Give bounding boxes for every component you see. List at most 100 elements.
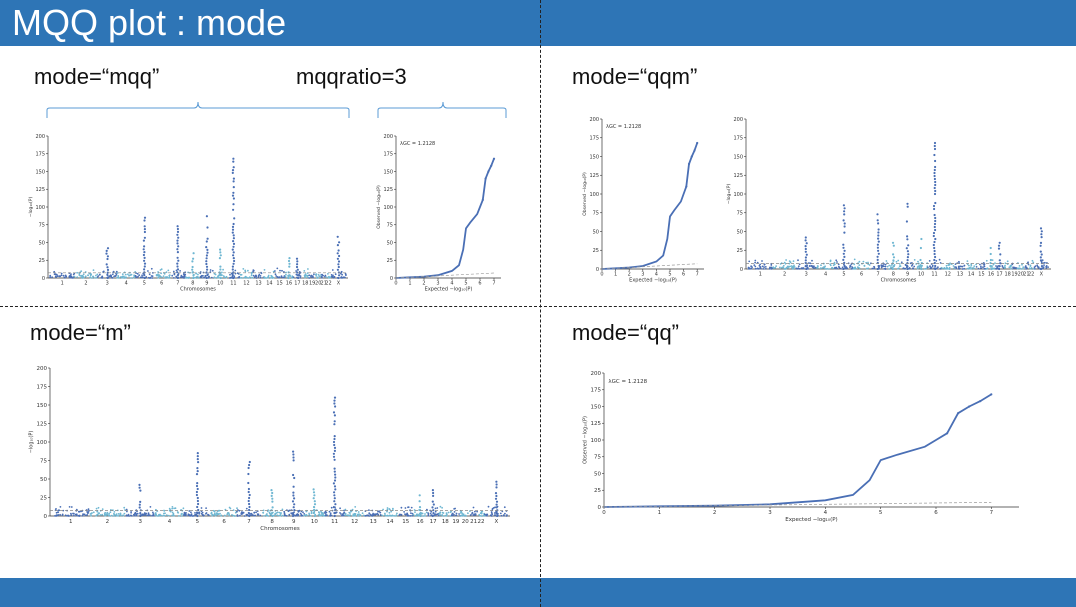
snp-point	[321, 273, 323, 276]
snp-point	[268, 511, 271, 514]
snp-point	[109, 511, 112, 514]
snp-point	[252, 274, 255, 277]
peak-point	[206, 274, 209, 277]
snp-point	[84, 271, 87, 273]
peak-point	[892, 253, 895, 256]
snp-point	[958, 260, 960, 263]
peak-point	[877, 228, 880, 231]
snp-point	[136, 512, 139, 515]
snp-point	[255, 274, 257, 277]
snp-point	[130, 514, 132, 517]
snp-point	[171, 507, 174, 510]
snp-point	[87, 508, 90, 511]
snp-point	[966, 260, 969, 262]
snp-point	[96, 273, 99, 276]
chromosome-label: 21	[1023, 272, 1029, 278]
x-tick-label: 3	[641, 272, 644, 278]
chromosome-label: 11	[331, 519, 338, 525]
peak-point	[933, 222, 937, 226]
snp-point	[211, 269, 214, 272]
snp-point	[913, 259, 916, 261]
snp-point	[180, 276, 182, 278]
snp-point	[82, 513, 84, 516]
y-tick-label: 25	[737, 248, 743, 254]
peak-point	[432, 512, 435, 515]
snp-point	[276, 267, 279, 270]
snp-point	[489, 514, 492, 517]
snp-point	[173, 272, 176, 275]
y-tick-label: 200	[37, 366, 48, 372]
snp-point	[928, 260, 931, 262]
snp-point	[392, 507, 394, 510]
chromosome-label: 16	[988, 272, 994, 278]
snp-point	[285, 515, 288, 517]
peak-point	[334, 488, 337, 491]
y-tick-label: 50	[39, 240, 45, 246]
snp-point	[330, 275, 333, 278]
peak-point	[271, 500, 274, 503]
snp-point	[384, 512, 386, 515]
peak-point	[231, 194, 235, 197]
snp-point	[781, 266, 784, 269]
y-axis-label: −log₁₀(P)	[726, 184, 732, 205]
snp-point	[404, 513, 407, 516]
peak-point	[219, 251, 222, 254]
snp-point	[963, 267, 966, 270]
snp-point	[341, 273, 343, 276]
snp-point	[404, 507, 407, 509]
snp-point	[822, 266, 824, 269]
snp-point	[472, 506, 475, 509]
snp-point	[388, 511, 391, 514]
snp-point	[1032, 268, 1035, 270]
chromosome-label: 6	[222, 519, 226, 525]
peak-point	[313, 506, 316, 509]
snp-point	[320, 510, 322, 513]
snp-point	[1045, 265, 1048, 267]
y-tick-label: 150	[383, 169, 393, 175]
chromosome-label: 19	[452, 519, 459, 525]
y-tick-label: 125	[733, 173, 743, 179]
y-tick-label: 200	[591, 371, 602, 377]
snp-point	[300, 510, 303, 513]
snp-point	[379, 511, 382, 514]
qqm-manhattan-plot: 0 25 50 75 100 125 150 175 200 −log₁₀(P) 1 2 3 4 5 6 7 8 9…	[720, 113, 1060, 293]
snp-point	[147, 513, 150, 515]
snp-point	[487, 505, 490, 508]
snp-point	[117, 276, 120, 279]
peak-point	[495, 480, 498, 483]
snp-point	[162, 275, 165, 277]
snp-point	[504, 512, 506, 515]
snp-point	[421, 512, 424, 515]
snp-point	[194, 512, 196, 514]
peak-point	[432, 494, 435, 497]
peak-point	[106, 247, 110, 250]
snp-point	[94, 277, 96, 279]
peak-point	[877, 264, 880, 268]
peak-point	[431, 500, 434, 503]
chromosome-label: 15	[978, 272, 984, 278]
chromosome-label: 11	[230, 281, 236, 287]
snp-point	[151, 514, 153, 517]
snp-point	[954, 266, 956, 268]
chromosome-label: 11	[931, 272, 937, 278]
chromosome-label: 5	[842, 272, 845, 278]
snp-point	[429, 512, 432, 515]
peak-point	[906, 250, 909, 253]
peak-point	[336, 257, 339, 260]
snp-point	[445, 512, 448, 514]
snp-point	[374, 514, 377, 516]
snp-point	[458, 513, 460, 515]
snp-point	[499, 512, 502, 515]
snp-point	[222, 268, 225, 271]
peak-point	[934, 216, 937, 220]
snp-point	[938, 258, 941, 261]
snp-point	[182, 507, 185, 510]
snp-point	[328, 275, 330, 278]
snp-point	[111, 276, 114, 279]
snp-point	[1001, 265, 1004, 267]
mqq-qq-plot: 0 25 50 75 100 125 150 175 200 Observed −log₁₀(P)…	[366, 130, 506, 300]
peak-point	[804, 247, 807, 251]
snp-point	[211, 515, 214, 517]
snp-point	[453, 511, 456, 513]
snp-point	[244, 270, 247, 273]
